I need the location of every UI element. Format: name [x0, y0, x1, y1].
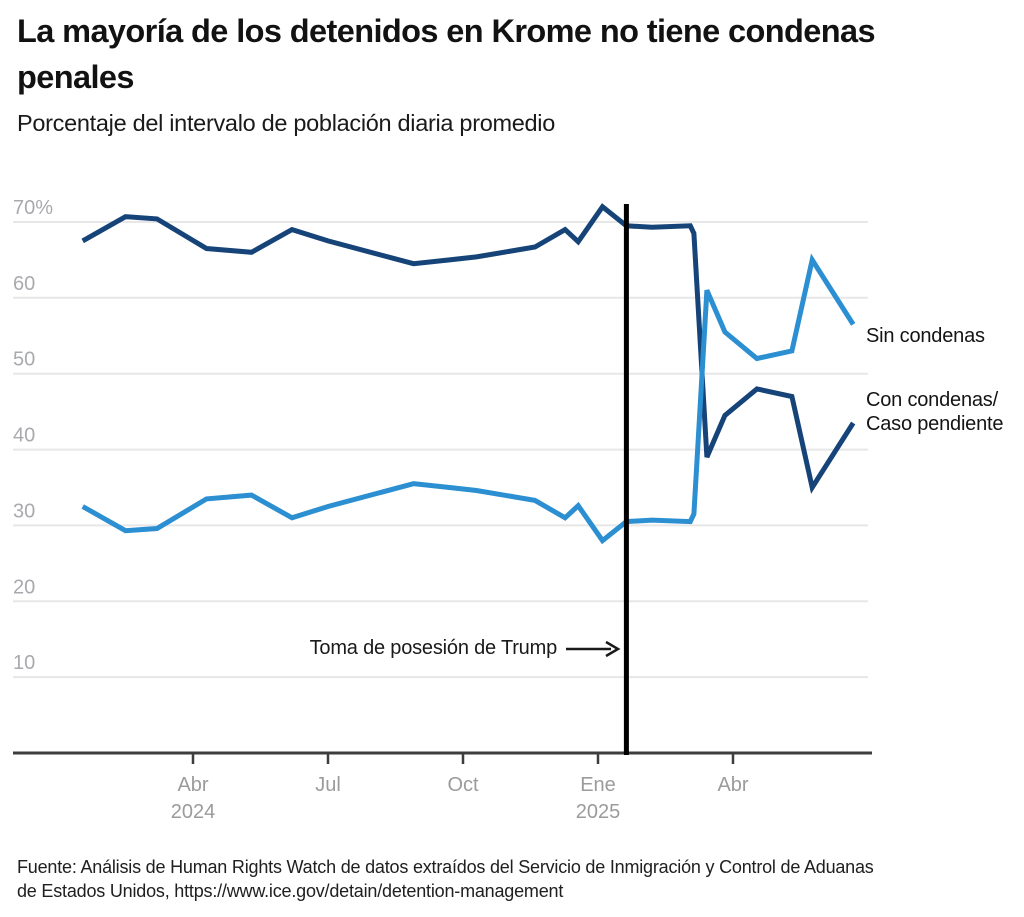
series-label-sin-condenas: Sin condenas [866, 325, 985, 347]
x-tick-label: Ene [580, 774, 616, 796]
source-note: Fuente: Análisis de Human Rights Watch d… [17, 855, 874, 903]
x-tick-label: Oct [447, 774, 479, 796]
x-tick-label: Abr [717, 774, 748, 796]
x-tick-year-label: 2024 [171, 801, 216, 823]
x-tick-year-label: 2025 [576, 801, 621, 823]
x-tick-label: Jul [315, 774, 341, 796]
y-tick-label: 20 [13, 576, 35, 598]
con-condenas-line [81, 203, 856, 494]
y-tick-label: 40 [13, 425, 35, 447]
chart-subtitle: Porcentaje del intervalo de población di… [17, 110, 556, 136]
series-label-con-condenas: Con condenas/ Caso pendiente [866, 388, 1004, 436]
series-label-con-condenas-line1: Con condenas/ [866, 389, 998, 411]
y-tick-label: 70% [13, 197, 53, 219]
y-tick-label: 10 [13, 652, 35, 674]
page-title: La mayoría de los detenidos en Krome no … [17, 13, 876, 96]
source-note-line1: Fuente: Análisis de Human Rights Watch d… [17, 857, 874, 877]
event-annotation-label: Toma de posesión de Trump [309, 637, 558, 659]
x-tick-label: Abr [177, 774, 208, 796]
annotation-arrow-head [605, 640, 621, 658]
series-label-con-condenas-line2: Caso pendiente [866, 413, 1004, 435]
y-tick-label: 50 [13, 349, 35, 371]
y-tick-label: 60 [13, 273, 35, 295]
sin-condenas-line [81, 253, 856, 545]
source-note-line2: de Estados Unidos, https://www.ice.gov/d… [17, 881, 564, 901]
y-tick-label: 30 [13, 500, 35, 522]
